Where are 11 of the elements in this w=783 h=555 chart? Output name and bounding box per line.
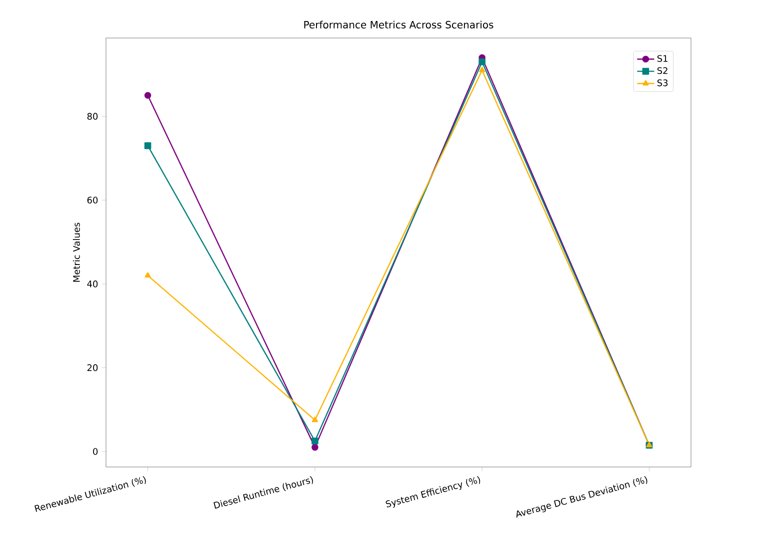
y-tick-label: 0 (93, 448, 98, 455)
y-axis-title: Metric Values (72, 222, 80, 282)
y-tick-label: 20 (87, 364, 98, 372)
x-tick-label: Diesel Runtime (hours) (214, 476, 313, 509)
legend-label: S3 (657, 79, 668, 86)
legend-label: S2 (657, 67, 668, 74)
legend-label: S1 (657, 55, 668, 62)
chart-title: Performance Metrics Across Scenarios (304, 20, 494, 28)
y-tick-label: 80 (87, 112, 98, 120)
y-tick-label: 40 (87, 280, 98, 288)
y-tick-label: 60 (87, 196, 98, 204)
